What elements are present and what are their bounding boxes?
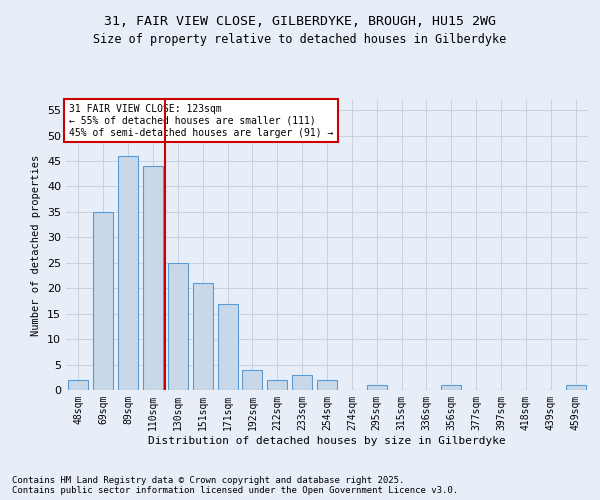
Bar bbox=[566, 385, 586, 390]
Bar bbox=[268, 380, 287, 390]
Text: 31 FAIR VIEW CLOSE: 123sqm
← 55% of detached houses are smaller (111)
45% of sem: 31 FAIR VIEW CLOSE: 123sqm ← 55% of deta… bbox=[68, 104, 333, 138]
Bar bbox=[143, 166, 163, 390]
Bar bbox=[218, 304, 238, 390]
Bar bbox=[118, 156, 138, 390]
X-axis label: Distribution of detached houses by size in Gilberdyke: Distribution of detached houses by size … bbox=[148, 436, 506, 446]
Bar bbox=[242, 370, 262, 390]
Bar bbox=[94, 212, 113, 390]
Text: 31, FAIR VIEW CLOSE, GILBERDYKE, BROUGH, HU15 2WG: 31, FAIR VIEW CLOSE, GILBERDYKE, BROUGH,… bbox=[104, 15, 496, 28]
Bar bbox=[442, 385, 461, 390]
Text: Contains public sector information licensed under the Open Government Licence v3: Contains public sector information licen… bbox=[12, 486, 458, 495]
Bar bbox=[317, 380, 337, 390]
Text: Contains HM Land Registry data © Crown copyright and database right 2025.: Contains HM Land Registry data © Crown c… bbox=[12, 476, 404, 485]
Bar bbox=[168, 263, 188, 390]
Text: Size of property relative to detached houses in Gilberdyke: Size of property relative to detached ho… bbox=[94, 32, 506, 46]
Bar bbox=[292, 374, 312, 390]
Y-axis label: Number of detached properties: Number of detached properties bbox=[31, 154, 41, 336]
Bar bbox=[193, 283, 212, 390]
Bar bbox=[367, 385, 386, 390]
Bar bbox=[68, 380, 88, 390]
